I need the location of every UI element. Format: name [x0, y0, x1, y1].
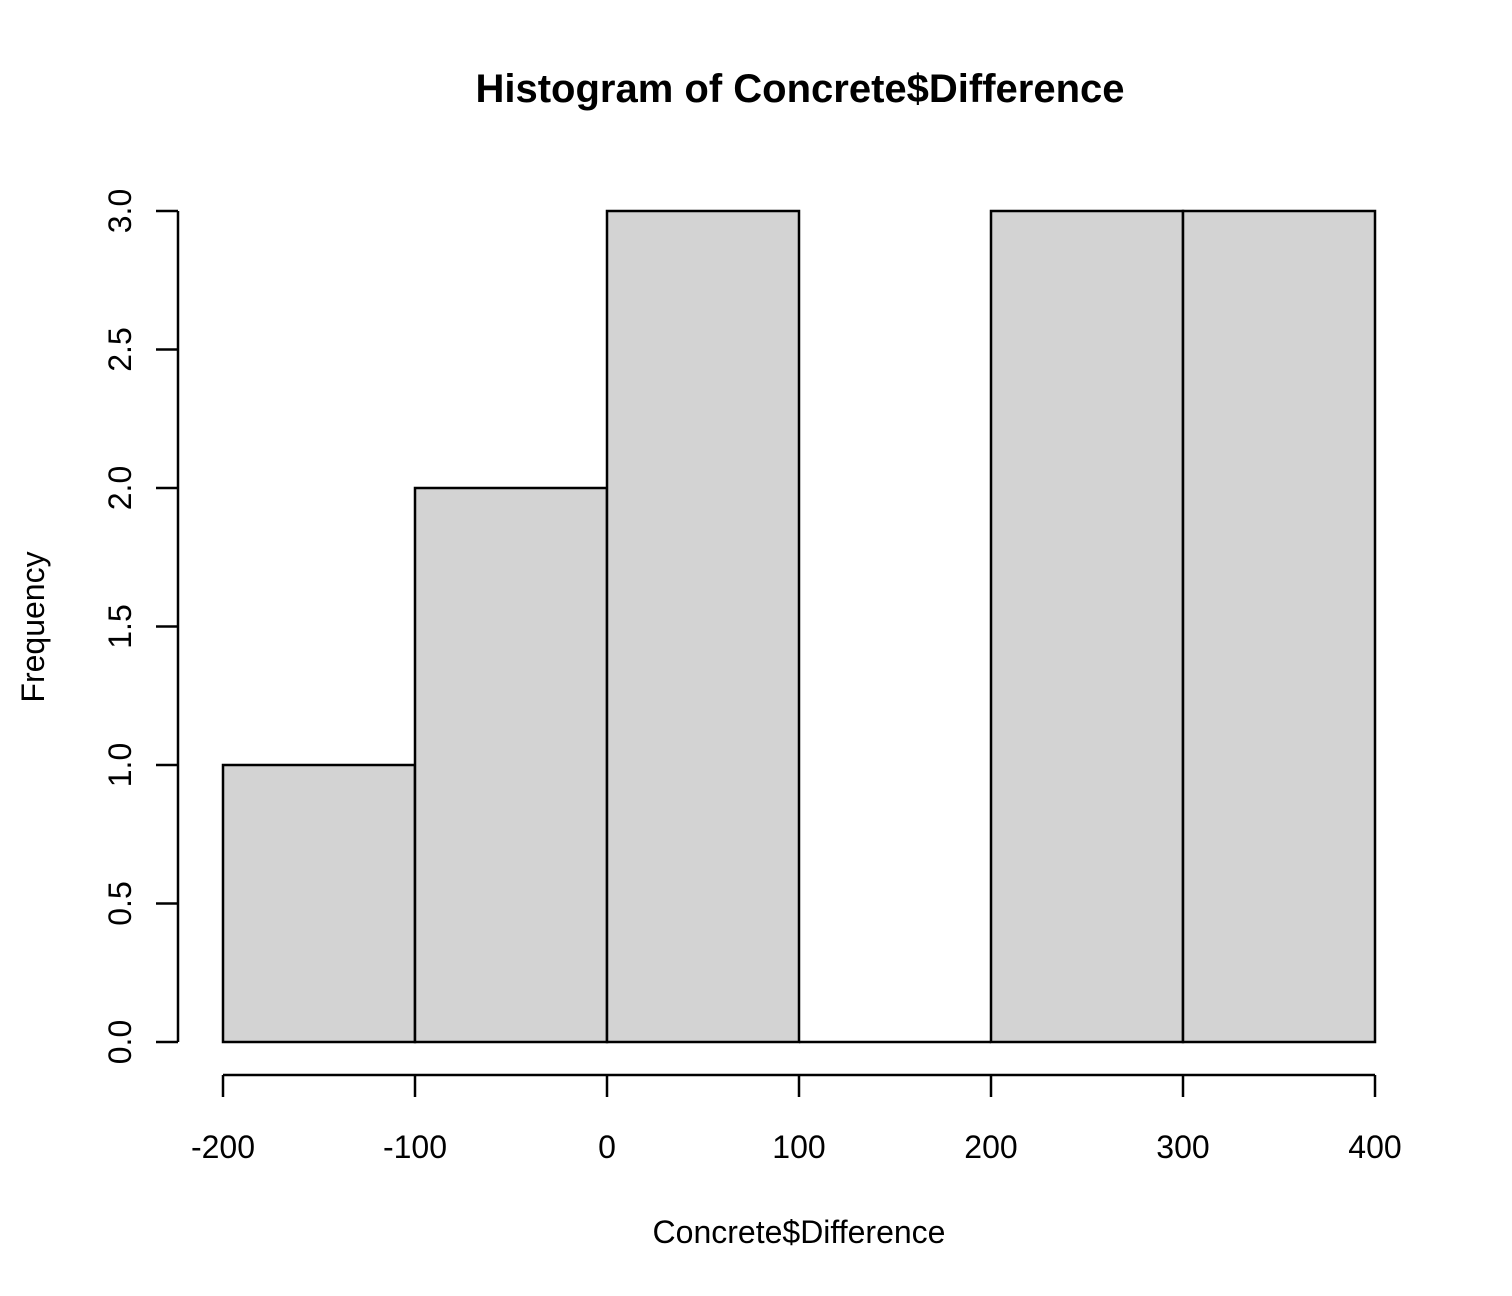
- x-tick-label: 0: [598, 1129, 616, 1165]
- chart-title: Histogram of Concrete$Difference: [475, 67, 1124, 111]
- y-axis-label: Frequency: [15, 551, 51, 702]
- x-tick-label: 300: [1156, 1129, 1209, 1165]
- histogram-bar: [1181, 209, 1377, 1044]
- y-tick-label: 3.0: [102, 189, 138, 233]
- y-tick-label: 1.5: [102, 604, 138, 648]
- x-tick-label: 200: [964, 1129, 1017, 1165]
- histogram-bar: [989, 209, 1185, 1044]
- y-tick-label: 2.5: [102, 327, 138, 371]
- x-axis: -200 -100 0 100 200 300 400: [191, 1073, 1402, 1165]
- bars-group: [221, 209, 1377, 1044]
- y-tick-label: 0.5: [102, 881, 138, 925]
- y-tick-label: 2.0: [102, 466, 138, 510]
- y-tick-label: 1.0: [102, 743, 138, 787]
- x-tick-label: -200: [191, 1129, 255, 1165]
- y-axis: 0.0 0.5 1.0 1.5 2.0 2.5 3.0: [102, 189, 180, 1064]
- histogram-bar: [221, 763, 417, 1044]
- x-tick-label: 400: [1348, 1129, 1401, 1165]
- y-tick-label: 0.0: [102, 1020, 138, 1064]
- x-tick-label: 100: [772, 1129, 825, 1165]
- histogram-bar: [605, 209, 801, 1044]
- x-axis-label: Concrete$Difference: [653, 1214, 946, 1250]
- x-tick-label: -100: [383, 1129, 447, 1165]
- histogram-bar: [413, 486, 609, 1044]
